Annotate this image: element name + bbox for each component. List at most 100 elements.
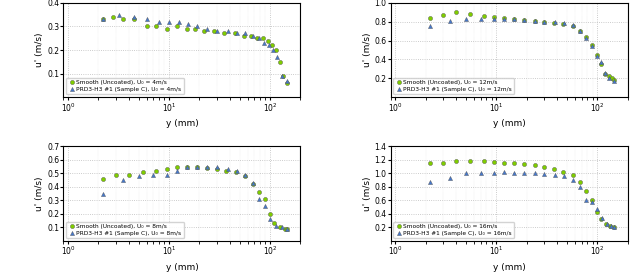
PRD3-H3 #1 (Sample C), U₀ = 16m/s (607, 224, 615, 228)
Smooth (Uncoated), U₀ = 12m/s (583, 35, 590, 38)
PRD3-H3 #1 (Sample C), U₀ = 4m/s (255, 36, 262, 40)
X-axis label: y (mm): y (mm) (493, 119, 526, 128)
Y-axis label: u' (m/s): u' (m/s) (36, 176, 44, 211)
Smooth (Uncoated), U₀ = 12m/s (569, 25, 576, 28)
PRD3-H3 #1 (Sample C), U₀ = 4m/s (242, 32, 249, 35)
Smooth (Uncoated), U₀ = 16m/s (521, 162, 528, 165)
Smooth (Uncoated), U₀ = 16m/s (439, 162, 447, 165)
Smooth (Uncoated), U₀ = 12m/s (593, 53, 600, 57)
Smooth (Uncoated), U₀ = 16m/s (611, 226, 618, 229)
Smooth (Uncoated), U₀ = 4m/s (183, 27, 191, 31)
X-axis label: y (mm): y (mm) (165, 263, 198, 272)
Smooth (Uncoated), U₀ = 4m/s (268, 44, 276, 47)
PRD3-H3 #1 (Sample C), U₀ = 4m/s (233, 32, 241, 35)
PRD3-H3 #1 (Sample C), U₀ = 12m/s (477, 17, 484, 20)
PRD3-H3 #1 (Sample C), U₀ = 16m/s (576, 185, 583, 188)
Smooth (Uncoated), U₀ = 4m/s (153, 25, 160, 28)
PRD3-H3 #1 (Sample C), U₀ = 4m/s (204, 27, 211, 31)
PRD3-H3 #1 (Sample C), U₀ = 8m/s (266, 218, 274, 221)
Smooth (Uncoated), U₀ = 8m/s (271, 221, 278, 225)
Smooth (Uncoated), U₀ = 16m/s (576, 180, 584, 184)
Smooth (Uncoated), U₀ = 8m/s (223, 169, 230, 172)
PRD3-H3 #1 (Sample C), U₀ = 12m/s (582, 36, 590, 39)
PRD3-H3 #1 (Sample C), U₀ = 4m/s (193, 25, 201, 28)
PRD3-H3 #1 (Sample C), U₀ = 4m/s (224, 29, 231, 33)
PRD3-H3 #1 (Sample C), U₀ = 16m/s (490, 171, 498, 174)
Line: Smooth (Uncoated), U₀ = 8m/s: Smooth (Uncoated), U₀ = 8m/s (101, 165, 289, 231)
Smooth (Uncoated), U₀ = 8m/s (249, 183, 257, 186)
Smooth (Uncoated), U₀ = 8m/s (163, 168, 171, 171)
Smooth (Uncoated), U₀ = 16m/s (490, 160, 498, 164)
PRD3-H3 #1 (Sample C), U₀ = 8m/s (163, 173, 171, 176)
Smooth (Uncoated), U₀ = 16m/s (480, 160, 488, 163)
PRD3-H3 #1 (Sample C), U₀ = 16m/s (551, 173, 559, 176)
Smooth (Uncoated), U₀ = 12m/s (480, 14, 488, 18)
Smooth (Uncoated), U₀ = 12m/s (576, 29, 584, 33)
Smooth (Uncoated), U₀ = 8m/s (242, 174, 249, 178)
Smooth (Uncoated), U₀ = 16m/s (426, 162, 434, 165)
PRD3-H3 #1 (Sample C), U₀ = 8m/s (99, 192, 107, 195)
PRD3-H3 #1 (Sample C), U₀ = 12m/s (446, 19, 454, 22)
Smooth (Uncoated), U₀ = 12m/s (426, 16, 434, 20)
Smooth (Uncoated), U₀ = 16m/s (598, 217, 605, 220)
Smooth (Uncoated), U₀ = 16m/s (541, 165, 548, 168)
Smooth (Uncoated), U₀ = 4m/s (210, 29, 218, 33)
Smooth (Uncoated), U₀ = 12m/s (439, 13, 447, 17)
Smooth (Uncoated), U₀ = 12m/s (605, 75, 612, 78)
Smooth (Uncoated), U₀ = 8m/s (261, 197, 269, 201)
Smooth (Uncoated), U₀ = 4m/s (264, 39, 271, 42)
Smooth (Uncoated), U₀ = 16m/s (602, 222, 610, 226)
Smooth (Uncoated), U₀ = 8m/s (266, 212, 273, 216)
PRD3-H3 #1 (Sample C), U₀ = 4m/s (165, 20, 173, 23)
PRD3-H3 #1 (Sample C), U₀ = 8m/s (183, 165, 191, 168)
PRD3-H3 #1 (Sample C), U₀ = 16m/s (569, 178, 576, 182)
Smooth (Uncoated), U₀ = 8m/s (214, 168, 221, 171)
PRD3-H3 #1 (Sample C), U₀ = 4m/s (261, 41, 268, 45)
X-axis label: y (mm): y (mm) (493, 263, 526, 272)
PRD3-H3 #1 (Sample C), U₀ = 12m/s (576, 29, 583, 33)
PRD3-H3 #1 (Sample C), U₀ = 16m/s (510, 172, 518, 175)
PRD3-H3 #1 (Sample C), U₀ = 16m/s (462, 172, 470, 175)
PRD3-H3 #1 (Sample C), U₀ = 8m/s (278, 226, 286, 229)
Smooth (Uncoated), U₀ = 12m/s (559, 22, 567, 25)
Legend: Smooth (Uncoated), U₀ = 8m/s, PRD3-H3 #1 (Sample C), U₀ = 8m/s: Smooth (Uncoated), U₀ = 8m/s, PRD3-H3 #1… (67, 221, 184, 238)
Smooth (Uncoated), U₀ = 8m/s (256, 191, 263, 194)
Y-axis label: u' (m/s): u' (m/s) (363, 176, 372, 211)
Smooth (Uncoated), U₀ = 4m/s (119, 18, 127, 21)
PRD3-H3 #1 (Sample C), U₀ = 4m/s (273, 55, 281, 59)
Smooth (Uncoated), U₀ = 8m/s (99, 177, 107, 180)
PRD3-H3 #1 (Sample C), U₀ = 12m/s (426, 25, 434, 28)
Smooth (Uncoated), U₀ = 8m/s (193, 165, 201, 168)
PRD3-H3 #1 (Sample C), U₀ = 16m/s (446, 176, 454, 180)
PRD3-H3 #1 (Sample C), U₀ = 8m/s (233, 169, 241, 172)
PRD3-H3 #1 (Sample C), U₀ = 4m/s (214, 29, 221, 33)
PRD3-H3 #1 (Sample C), U₀ = 12m/s (521, 18, 528, 22)
Smooth (Uncoated), U₀ = 4m/s (163, 27, 171, 31)
PRD3-H3 #1 (Sample C), U₀ = 8m/s (249, 181, 256, 185)
PRD3-H3 #1 (Sample C), U₀ = 12m/s (588, 45, 595, 48)
PRD3-H3 #1 (Sample C), U₀ = 12m/s (531, 19, 538, 22)
Smooth (Uncoated), U₀ = 4m/s (200, 29, 207, 33)
PRD3-H3 #1 (Sample C), U₀ = 16m/s (603, 222, 611, 226)
Smooth (Uncoated), U₀ = 4m/s (283, 81, 291, 85)
PRD3-H3 #1 (Sample C), U₀ = 8m/s (273, 224, 280, 228)
PRD3-H3 #1 (Sample C), U₀ = 4m/s (130, 15, 138, 19)
PRD3-H3 #1 (Sample C), U₀ = 4m/s (278, 74, 285, 78)
PRD3-H3 #1 (Sample C), U₀ = 8m/s (173, 169, 181, 172)
Smooth (Uncoated), U₀ = 16m/s (569, 174, 576, 177)
PRD3-H3 #1 (Sample C), U₀ = 16m/s (598, 216, 606, 220)
Smooth (Uncoated), U₀ = 4m/s (231, 32, 239, 35)
Smooth (Uncoated), U₀ = 12m/s (466, 12, 474, 16)
Smooth (Uncoated), U₀ = 8m/s (204, 166, 211, 170)
Smooth (Uncoated), U₀ = 16m/s (500, 161, 508, 164)
Smooth (Uncoated), U₀ = 16m/s (588, 199, 596, 202)
Smooth (Uncoated), U₀ = 4m/s (280, 74, 287, 78)
Smooth (Uncoated), U₀ = 4m/s (247, 34, 255, 38)
PRD3-H3 #1 (Sample C), U₀ = 8m/s (261, 204, 269, 207)
Smooth (Uncoated), U₀ = 4m/s (130, 18, 138, 21)
Smooth (Uncoated), U₀ = 4m/s (173, 25, 181, 28)
PRD3-H3 #1 (Sample C), U₀ = 16m/s (593, 207, 601, 211)
Y-axis label: u' (m/s): u' (m/s) (363, 33, 372, 67)
Smooth (Uncoated), U₀ = 8m/s (173, 165, 181, 168)
Smooth (Uncoated), U₀ = 4m/s (240, 34, 248, 38)
